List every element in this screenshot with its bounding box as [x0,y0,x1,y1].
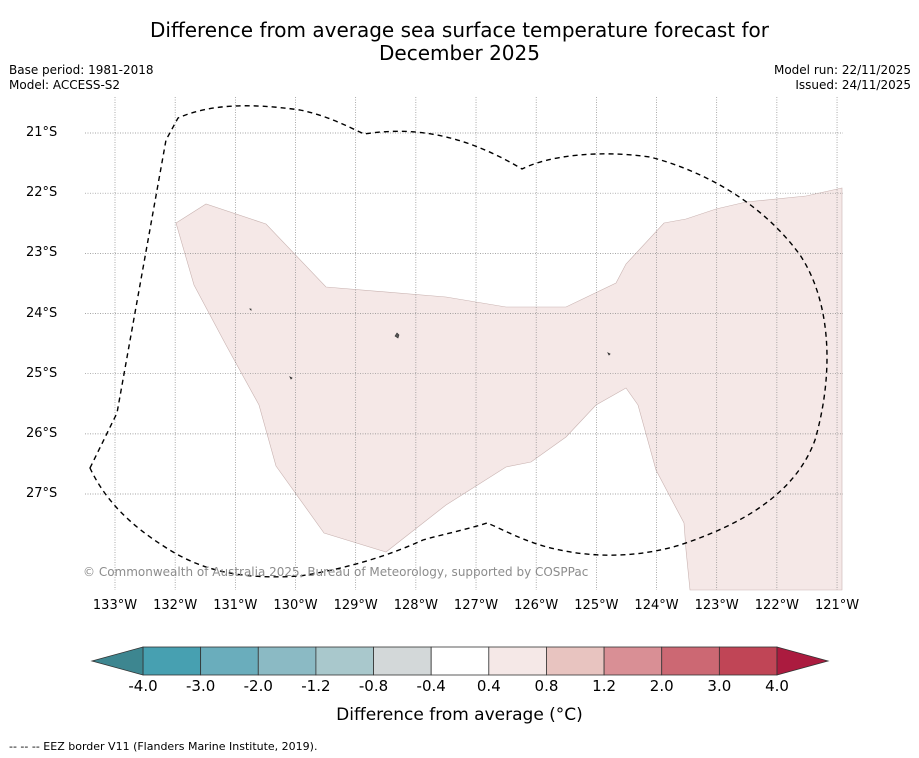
colorbar-tick-label: -4.0 [128,677,158,695]
lon-label: 121°W [814,598,860,613]
lat-label: 21°S [26,125,58,140]
colorbar-segment [257,646,317,676]
island-speck-3 [289,376,293,380]
lat-label: 26°S [26,425,58,441]
lon-label: 126°W [514,598,559,613]
island-speck-1 [394,332,400,339]
colorbar-tick-label: 0.4 [476,677,501,695]
lon-label: 131°W [213,598,258,613]
colorbar-tick-label: 0.8 [534,677,559,695]
colorbar-segment [142,646,202,676]
colorbar-segment [718,646,778,676]
lon-label: 128°W [393,598,438,613]
model-run-label: Model run: 22/11/2025 [773,63,911,77]
lon-label: 124°W [634,598,679,613]
eez-border [89,105,828,578]
colorbar-title: Difference from average (°C) [336,705,583,725]
colorbar-segment [373,646,432,676]
lon-label: 129°W [333,598,378,613]
colorbar-segment [603,646,663,676]
lon-label: 123°W [694,598,739,613]
issued-label: Issued: 24/11/2025 [795,78,911,92]
base-period-label: Base period: 1981-2018 [9,63,154,77]
lat-label: 24°S [26,305,58,321]
lat-label: 27°S [26,486,58,502]
colorbar-tick-label: -1.2 [301,677,331,695]
title-line-2: December 2025 [379,41,540,65]
lon-label: 127°W [453,598,499,613]
island-speck-4 [607,352,611,356]
colorbar-segment [546,646,605,676]
lat-label: 22°S [26,185,58,201]
meta-right: Model run: 22/11/2025 Issued: 24/11/2025 [774,63,911,93]
colorbar-segment [661,646,720,676]
gridlines [85,97,843,590]
colorbar-tick-label: -3.0 [185,677,216,695]
lon-label: 130°W [273,598,318,613]
colorbar-segment [315,646,374,676]
copyright-notice: © Commonwealth of Australia 2025, Bureau… [83,565,589,579]
colorbar-tick-label: 4.0 [765,677,789,695]
colorbar-tick-label: 2.0 [649,677,674,695]
lon-label: 125°W [574,598,619,613]
eez-footnote: -- -- -- EEZ border V11 (Flanders Marine… [9,740,318,753]
colorbar-segment [200,646,259,676]
colorbar-tick-label: 3.0 [707,677,732,695]
model-label: Model: ACCESS-S2 [9,78,121,92]
colorbar-tick-label: -0.4 [416,677,446,695]
colorbar-extend-low [90,646,144,676]
chart-title: Difference from average sea surface temp… [0,19,919,65]
title-line-1: Difference from average sea surface temp… [149,18,769,42]
meta-left: Base period: 1981-2018 Model: ACCESS-S2 [9,63,154,93]
colorbar-extend-high [776,646,830,676]
colorbar-segment [488,646,547,676]
lon-label: 133°W [92,598,138,613]
colorbar-tick-label: 1.2 [592,677,617,695]
island-speck-2 [249,308,252,311]
colorbar [90,646,830,676]
colorbar-tick-label: -2.0 [243,677,273,695]
anomaly-region [175,187,843,591]
lat-label: 25°S [26,365,58,381]
lat-label: 23°S [26,245,58,261]
lon-label: 132°W [153,598,198,613]
colorbar-tick-label: -0.8 [358,677,389,695]
colorbar-segment [430,646,490,676]
lon-label: 122°W [754,598,799,613]
